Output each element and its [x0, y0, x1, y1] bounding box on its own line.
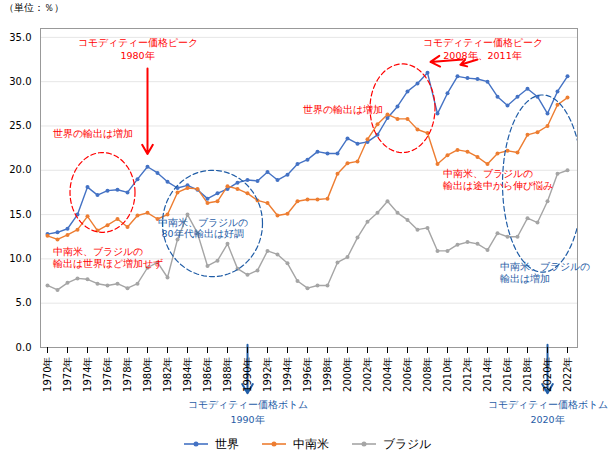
svg-text:2008年: 2008年 [422, 357, 433, 392]
svg-text:1986年: 1986年 [202, 357, 213, 392]
html-text:世界: 世界 [214, 436, 239, 451]
svg-text:世界の輸出は増加: 世界の輸出は増加 [303, 104, 383, 115]
svg-text:1984年: 1984年 [182, 357, 193, 392]
svg-text:1982年: 1982年 [162, 357, 173, 392]
svg-text:1994年: 1994年 [282, 357, 293, 392]
svg-text:1990年: 1990年 [230, 414, 264, 425]
svg-text:1990年: 1990年 [242, 357, 253, 392]
svg-text:輸出は増加: 輸出は増加 [500, 273, 550, 284]
svg-text:コモディティー価格ピーク: コモディティー価格ピーク [423, 37, 543, 48]
svg-text:2000年: 2000年 [342, 357, 353, 392]
svg-text:1974年: 1974年 [82, 357, 93, 392]
svg-text:2002年: 2002年 [362, 357, 373, 392]
svg-text:2022年: 2022年 [562, 357, 573, 392]
svg-text:1972年: 1972年 [62, 357, 73, 392]
svg-text:2008年、2011年: 2008年、2011年 [443, 50, 521, 61]
svg-text:2018年: 2018年 [522, 357, 533, 392]
svg-text:25.0: 25.0 [9, 120, 31, 131]
svg-text:（単位：％）: （単位：％） [4, 2, 64, 13]
svg-text:2020年: 2020年 [530, 414, 564, 425]
svg-text:輸出は世界ほど増加せず: 輸出は世界ほど増加せず [53, 258, 163, 270]
svg-text:1978年: 1978年 [122, 357, 133, 392]
svg-text:輸出は途中から伸び悩み: 輸出は途中から伸び悩み [443, 180, 553, 191]
svg-text:コモディティー価格ボトム: コモディティー価格ボトム [188, 399, 308, 410]
svg-text:2020年: 2020年 [542, 357, 553, 392]
svg-text:2016年: 2016年 [502, 357, 513, 392]
svg-text:30.0: 30.0 [9, 76, 31, 87]
svg-text:1988年: 1988年 [222, 357, 233, 392]
svg-text:2006年: 2006年 [402, 357, 413, 392]
svg-text:中南米、ブラジルの: 中南米、ブラジルの [158, 217, 248, 228]
svg-text:1980年: 1980年 [120, 50, 154, 61]
svg-text:0.0: 0.0 [16, 342, 32, 353]
svg-text:10.0: 10.0 [9, 253, 31, 264]
svg-text:2014年: 2014年 [482, 357, 493, 392]
svg-text:1980年: 1980年 [142, 357, 153, 392]
svg-text:15.0: 15.0 [9, 209, 31, 220]
svg-text:1970年: 1970年 [42, 357, 53, 392]
svg-text:世界の輸出は増加: 世界の輸出は増加 [53, 128, 133, 139]
svg-text:20.0: 20.0 [9, 164, 31, 175]
svg-text:2012年: 2012年 [462, 357, 473, 392]
html-text:中南米: 中南米 [292, 436, 329, 451]
svg-text:2004年: 2004年 [382, 357, 393, 392]
html-text:ブラジル: ブラジル [382, 436, 431, 451]
svg-text:中南米、ブラジルの: 中南米、ブラジルの [53, 246, 143, 257]
svg-text:中南米、ブラジルの: 中南米、ブラジルの [500, 261, 590, 272]
svg-text:2010年: 2010年 [442, 357, 453, 392]
svg-text:中南米、ブラジルの: 中南米、ブラジルの [443, 168, 533, 179]
svg-text:35.0: 35.0 [9, 32, 31, 43]
svg-text:5.0: 5.0 [16, 297, 32, 308]
svg-text:コモディティー価格ピーク: コモディティー価格ピーク [78, 37, 198, 48]
svg-text:1998年: 1998年 [322, 357, 333, 392]
svg-text:1976年: 1976年 [102, 357, 113, 392]
svg-text:コモディティー価格ボトム: コモディティー価格ボトム [488, 399, 608, 410]
svg-text:1996年: 1996年 [302, 357, 313, 392]
svg-text:80年代輸出は好調: 80年代輸出は好調 [161, 228, 243, 239]
svg-text:1992年: 1992年 [262, 357, 273, 392]
